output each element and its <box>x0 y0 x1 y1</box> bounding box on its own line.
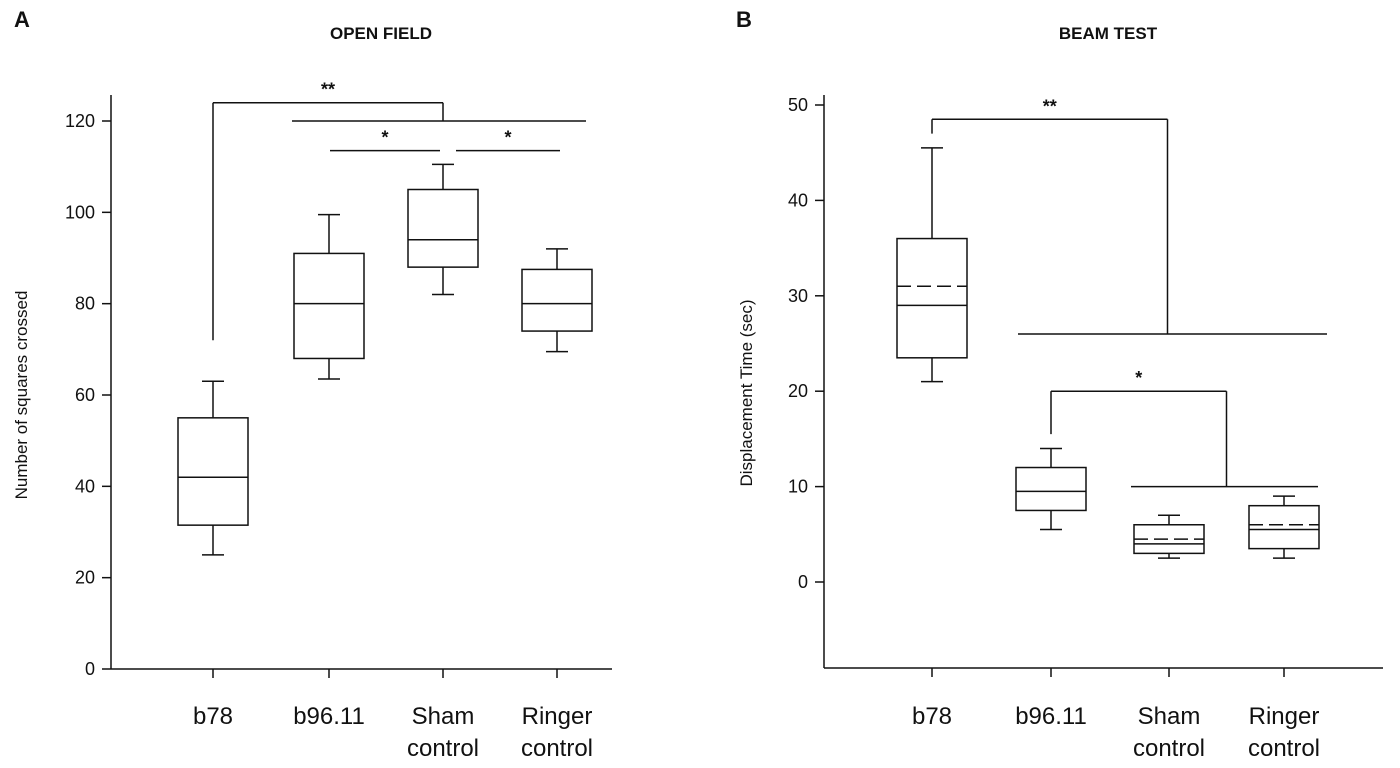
panel-a: A OPEN FIELD Number of squares crossed 0 20 4… <box>12 7 612 762</box>
y-tick-label: 30 <box>788 286 808 306</box>
x-tick-label: b96.11 <box>293 703 365 730</box>
box <box>293 252 365 360</box>
chart-title: OPEN FIELD <box>330 24 432 43</box>
y-tick-label: 20 <box>75 568 95 588</box>
significance-bracket-2: * <box>456 128 560 152</box>
significance-bracket-0: ** <box>212 80 586 341</box>
y-tick-label: 20 <box>788 381 808 401</box>
y-tick-label: 80 <box>75 294 95 314</box>
panel-letter: A <box>14 7 30 32</box>
y-tick-label: 40 <box>75 476 95 496</box>
y-axis-label: Number of squares crossed <box>12 291 31 500</box>
box <box>177 417 249 526</box>
significance-bracket-0: ** <box>931 96 1327 335</box>
box <box>521 268 593 332</box>
x-tick-label: Sham <box>412 703 475 730</box>
chart-title: BEAM TEST <box>1059 24 1158 43</box>
y-tick-label: 0 <box>85 659 95 679</box>
x-tick-label: b96.11 <box>1015 703 1087 730</box>
box <box>1015 466 1087 512</box>
significance-label: * <box>504 128 511 148</box>
panel-b: B BEAM TEST Displacement Time (sec) 0 10 20 30… <box>736 7 1383 762</box>
x-tick-label: control <box>407 735 479 762</box>
x-tick-label: b78 <box>193 703 233 730</box>
x-tick-label: Sham <box>1138 703 1201 730</box>
x-tick-label: b78 <box>912 703 952 730</box>
y-tick-label: 120 <box>65 111 95 131</box>
box <box>407 188 479 268</box>
y-axis-label: Displacement Time (sec) <box>737 299 756 486</box>
box-plot-0 <box>896 147 968 383</box>
significance-label: * <box>1135 368 1142 388</box>
x-tick-label: control <box>521 735 593 762</box>
significance-label: ** <box>321 80 335 100</box>
box <box>1248 504 1320 550</box>
box-plot-3 <box>1248 495 1320 559</box>
y-tick-label: 40 <box>788 190 808 210</box>
significance-label: ** <box>1043 96 1057 116</box>
x-tick-label: Ringer <box>522 703 593 730</box>
x-tick-label: Ringer <box>1249 703 1320 730</box>
significance-bracket-1: * <box>1050 368 1318 488</box>
x-tick-label: control <box>1133 735 1205 762</box>
significance-bracket-1: * <box>330 128 440 152</box>
box <box>896 237 968 359</box>
y-tick-label: 0 <box>798 572 808 592</box>
box-plot-1 <box>293 213 365 380</box>
y-tick-label: 100 <box>65 202 95 222</box>
panel-letter: B <box>736 7 752 32</box>
box-plot-0 <box>177 380 249 556</box>
significance-label: * <box>381 128 388 148</box>
box-plot-3 <box>521 248 593 353</box>
y-tick-label: 60 <box>75 385 95 405</box>
box-plot-1 <box>1015 447 1087 531</box>
box-plot-2 <box>407 163 479 296</box>
y-tick-label: 50 <box>788 95 808 115</box>
box-plot-2 <box>1133 514 1205 559</box>
x-tick-label: control <box>1248 735 1320 762</box>
y-tick-label: 10 <box>788 477 808 497</box>
